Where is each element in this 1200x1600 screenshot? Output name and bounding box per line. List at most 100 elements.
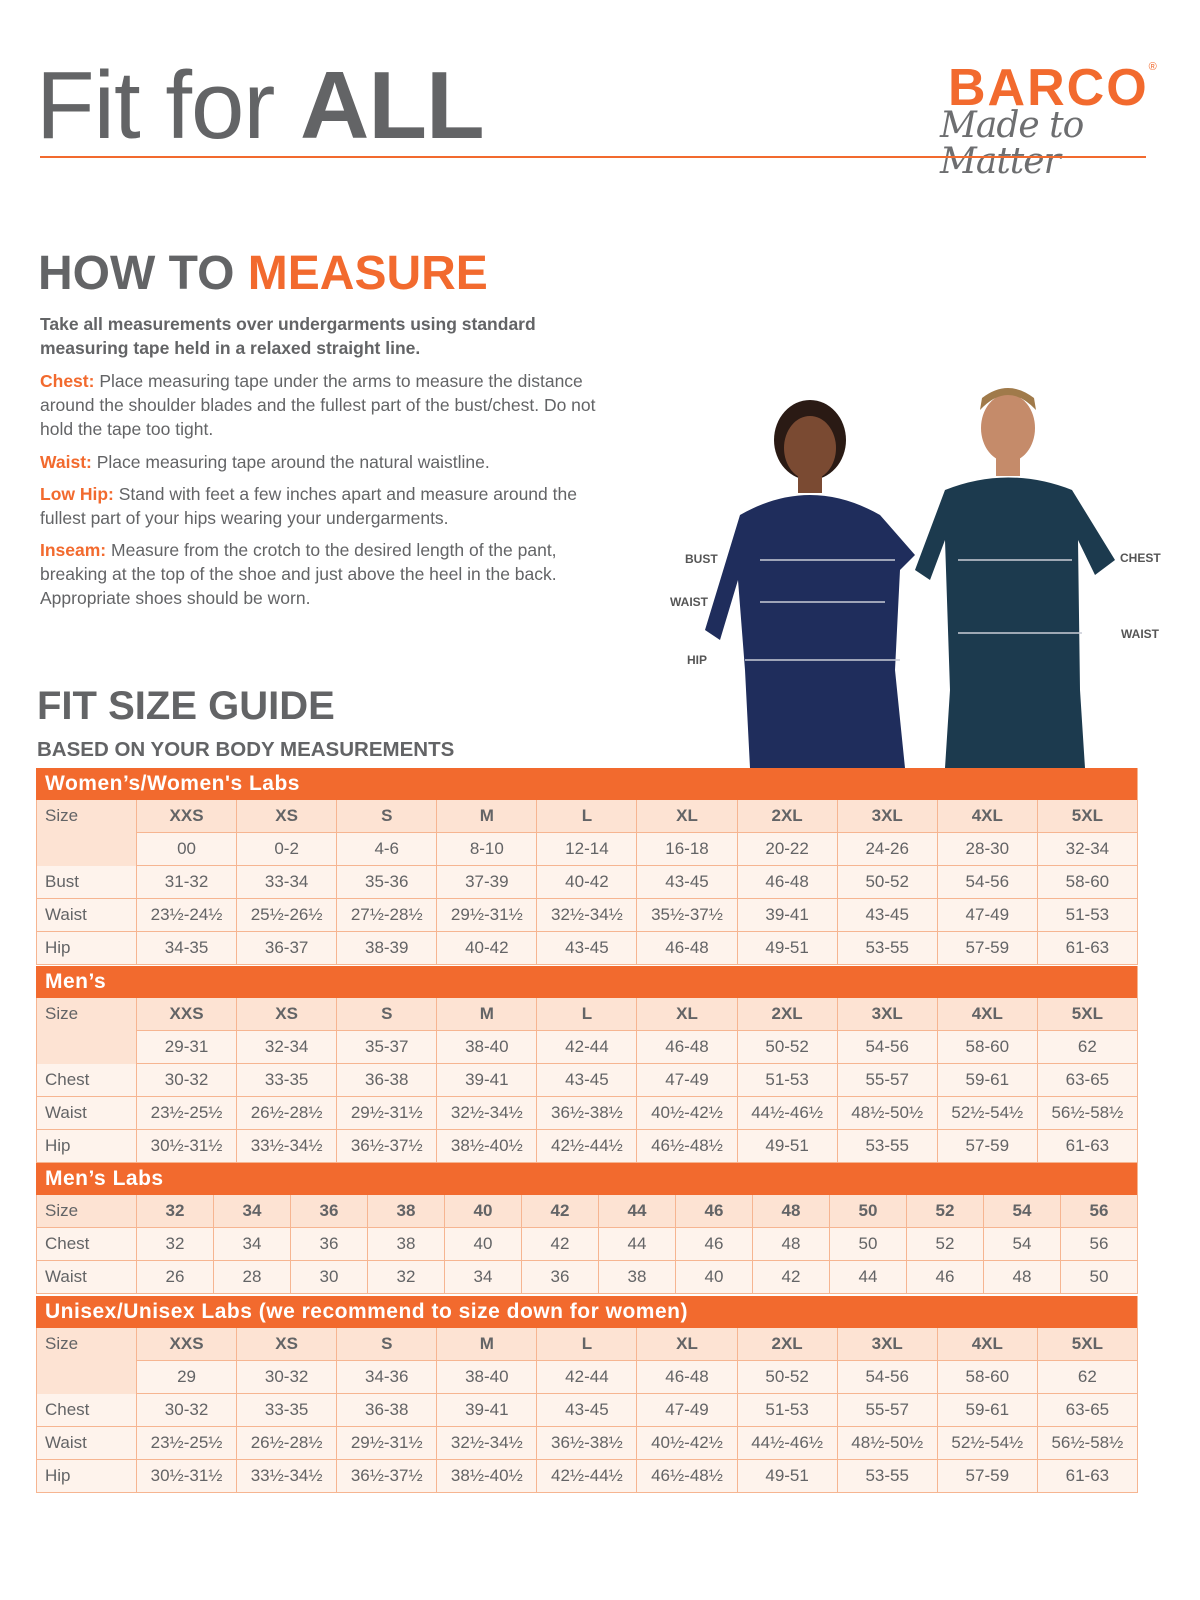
brand-name: BARCO: [948, 59, 1149, 117]
size-cell: 3XL: [836, 800, 937, 832]
table-section-title: Men’s Labs: [36, 1163, 1137, 1195]
measurement-cell: 40½-42½: [636, 1097, 737, 1129]
instruction-key: Low Hip:: [40, 484, 114, 504]
measurement-cell: 52: [906, 1228, 983, 1260]
size-number-cell: 24-26: [836, 833, 937, 865]
measurement-row: Waist 23½-25½ 26½-28½ 29½-31½ 32½-34½ 36½-38½…: [36, 1427, 1137, 1460]
table-body: Size XXS XS S M L XL 2XL 3XL 4XL 5XL 29 30-32 34-36 38…: [36, 1328, 1137, 1493]
size-number-cell: 38-40: [436, 1361, 537, 1393]
chest-label: CHEST: [1120, 551, 1161, 565]
barco-logo: BARCO®: [948, 59, 1159, 117]
measurement-cell: 38-39: [336, 932, 437, 964]
size-cell: 44: [598, 1195, 675, 1227]
measurement-row: Hip 34-35 36-37 38-39 40-42 43-45 46-48 49-51 53…: [36, 932, 1137, 965]
heading-orange: MEASURE: [247, 247, 488, 300]
measurement-row: Chest 30-32 33-35 36-38 39-41 43-45 47-49 51-53…: [36, 1064, 1137, 1097]
measurement-cell: 46: [906, 1261, 983, 1293]
measurement-cell: 33½-34½: [236, 1460, 337, 1492]
size-number-cell: 28-30: [936, 833, 1037, 865]
table-body: Size XXS XS S M L XL 2XL 3XL 4XL 5XL 00 0-2 4-6 8-10 12…: [36, 800, 1137, 965]
measurement-cell: 27½-28½: [336, 899, 437, 931]
bust-label: BUST: [685, 552, 718, 566]
measurement-cell: 53-55: [836, 932, 937, 964]
measurement-cell: 43-45: [536, 932, 637, 964]
size-cell: L: [536, 800, 637, 832]
size-cell: 34: [213, 1195, 290, 1227]
measurement-cell: 49-51: [736, 932, 837, 964]
row-label: Chest: [36, 1394, 136, 1426]
size-number-cell: 58-60: [936, 1361, 1037, 1393]
size-number-cell: 16-18: [636, 833, 737, 865]
title-regular: Fit for: [36, 52, 275, 159]
size-header-row: Size XXS XS S M L XL 2XL 3XL 4XL 5XL: [36, 1328, 1137, 1394]
measurement-cell: 59-61: [936, 1064, 1037, 1096]
measurement-cell: 33-34: [236, 866, 337, 898]
measurement-cell: 52½-54½: [936, 1427, 1037, 1459]
measurement-row: Hip 30½-31½ 33½-34½ 36½-37½ 38½-40½ 42½-44½ 46…: [36, 1460, 1137, 1493]
row-label: Hip: [36, 932, 136, 964]
size-cell: 52: [906, 1195, 983, 1227]
measurement-cell: 26½-28½: [236, 1427, 337, 1459]
measurement-cell: 61-63: [1036, 1130, 1137, 1162]
measurement-cell: 25½-26½: [236, 899, 337, 931]
measurement-cell: 46: [675, 1228, 752, 1260]
measurement-cell: 40½-42½: [636, 1427, 737, 1459]
size-cell: XS: [236, 800, 337, 832]
measurement-cell: 29½-31½: [436, 899, 537, 931]
page-title: Fit for ALL: [36, 58, 485, 154]
size-cell: 48: [752, 1195, 829, 1227]
size-cell: 4XL: [936, 1328, 1037, 1360]
measurement-cell: 23½-24½: [136, 899, 237, 931]
measurement-cell: 51-53: [1036, 899, 1137, 931]
instruction-text: Place measuring tape under the arms to m…: [40, 371, 596, 439]
size-number-cell: 29-31: [136, 1031, 237, 1063]
row-label: Size: [36, 1195, 136, 1227]
table-body: Size XXS XS S M L XL 2XL 3XL 4XL 5XL 29-31 32-34 35-3…: [36, 998, 1137, 1163]
size-header-row: Size XXS XS S M L XL 2XL 3XL 4XL 5XL: [36, 998, 1137, 1064]
size-cell: 4XL: [936, 800, 1037, 832]
size-number-cell: 62: [1036, 1031, 1137, 1063]
measurement-cell: 47-49: [936, 899, 1037, 931]
size-number-cell: 30-32: [236, 1361, 337, 1393]
measurement-cell: 50-52: [836, 866, 937, 898]
measurement-cell: 32½-34½: [436, 1427, 537, 1459]
measurement-cell: 29½-31½: [336, 1427, 437, 1459]
row-label: Hip: [36, 1460, 136, 1492]
size-number-row: 29-31 32-34 35-37 38-40 42-44 46-48 50-52 54-56…: [36, 1031, 1137, 1064]
measurement-row: Chest 32 34 36 38 40 42 44 46 48 50 52 54 56: [36, 1228, 1137, 1261]
measurement-row: Hip 30½-31½ 33½-34½ 36½-37½ 38½-40½ 42½-44½ 46…: [36, 1130, 1137, 1163]
size-cell: 56: [1060, 1195, 1137, 1227]
measurement-cell: 26: [136, 1261, 213, 1293]
measurement-cell: 23½-25½: [136, 1097, 237, 1129]
measurement-cell: 48: [983, 1261, 1060, 1293]
row-label: Size: [36, 998, 136, 1064]
size-cell: XS: [236, 998, 337, 1030]
size-cell: 40: [444, 1195, 521, 1227]
waist-label-men: WAIST: [1121, 627, 1159, 641]
measurement-cell: 57-59: [936, 1460, 1037, 1492]
instruction-text: Measure from the crotch to the desired l…: [40, 540, 557, 608]
measurement-row: Chest 30-32 33-35 36-38 39-41 43-45 47-49 51-53…: [36, 1394, 1137, 1427]
size-cell: 2XL: [736, 998, 837, 1030]
size-cell: 50: [829, 1195, 906, 1227]
row-label: Waist: [36, 1427, 136, 1459]
models-photo: [705, 388, 1115, 768]
row-label: Chest: [36, 1064, 136, 1096]
size-cell: 3XL: [836, 1328, 937, 1360]
size-cell: XL: [636, 998, 737, 1030]
measurement-cell: 34: [213, 1228, 290, 1260]
instruction-text: Place measuring tape around the natural …: [96, 452, 490, 472]
size-number-cell: 0-2: [236, 833, 337, 865]
size-cell: 5XL: [1036, 998, 1137, 1030]
size-cell: M: [436, 1328, 537, 1360]
measurement-cell: 36-38: [336, 1394, 437, 1426]
measurement-cell: 63-65: [1036, 1394, 1137, 1426]
measurement-row: Waist 23½-24½ 25½-26½ 27½-28½ 29½-31½ 32½-34½…: [36, 899, 1137, 932]
measurement-cell: 38½-40½: [436, 1460, 537, 1492]
measurement-cell: 38: [598, 1261, 675, 1293]
size-cell: 5XL: [1036, 800, 1137, 832]
measurement-cell: 52½-54½: [936, 1097, 1037, 1129]
measurement-cell: 51-53: [736, 1064, 837, 1096]
measurement-cell: 44: [598, 1228, 675, 1260]
measurement-cell: 43-45: [836, 899, 937, 931]
